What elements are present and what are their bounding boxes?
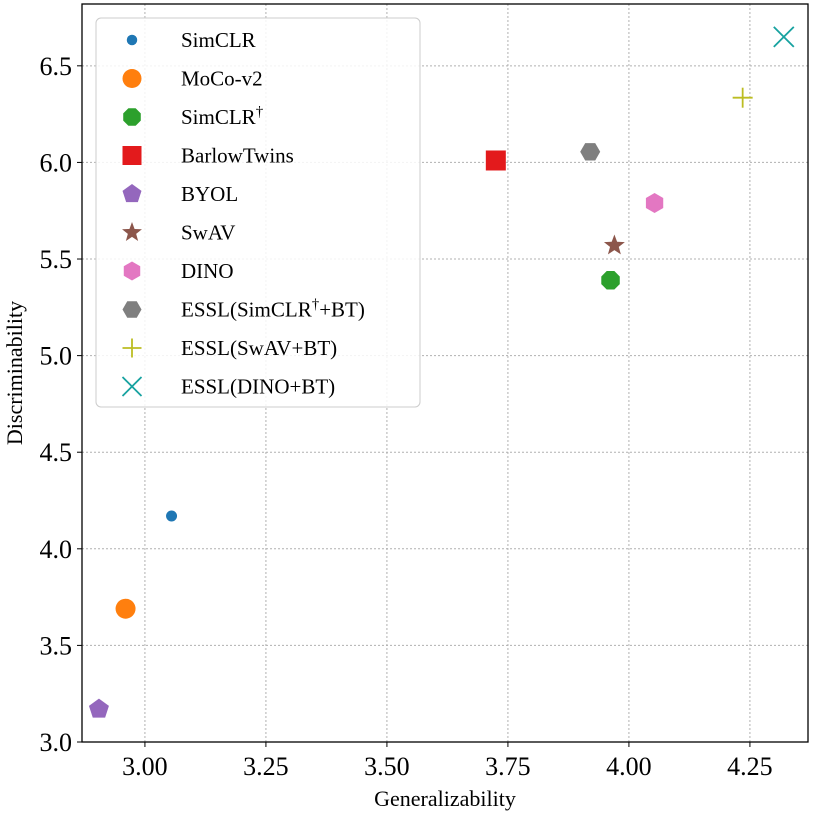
- legend-box: [95, 17, 421, 408]
- legend-label-main: ESSL(DINO+BT): [181, 375, 335, 399]
- x-tick-label: 4.25: [727, 752, 773, 781]
- legend-label-main: MoCo-v2: [181, 67, 263, 91]
- legend-label: SwAV: [181, 221, 235, 245]
- legend-label-sup: †: [312, 297, 320, 313]
- x-tick-label: 4.00: [606, 752, 652, 781]
- legend-marker-essl-swav-bt: [122, 338, 142, 358]
- legend-label: ESSL(DINO+BT): [181, 375, 335, 399]
- legend-label: DINO: [181, 259, 234, 283]
- legend-label-tail: +BT): [319, 298, 365, 322]
- point-simclr: [166, 510, 178, 522]
- legend-marker-simclr: [126, 34, 138, 46]
- legend-marker-essl-dino-bt: [121, 376, 143, 397]
- legend-item-simclr: SimCLR†: [123, 104, 264, 129]
- legend-label-main: BYOL: [181, 182, 238, 206]
- y-tick-label: 6.5: [40, 52, 73, 81]
- legend-item-barlowtwins: BarlowTwins: [122, 144, 294, 168]
- legend-item-essl-dino-bt: ESSL(DINO+BT): [121, 375, 335, 399]
- point-essl-dino-bt: [773, 26, 795, 48]
- legend-item-byol: BYOL: [122, 182, 238, 206]
- legend-item-simclr: SimCLR: [126, 28, 256, 52]
- legend-label-main: DINO: [181, 259, 234, 283]
- legend-marker-byol: [122, 184, 142, 203]
- legend-label: MoCo-v2: [181, 67, 263, 91]
- legend-label-sup: †: [256, 104, 264, 120]
- x-tick-label: 3.75: [485, 752, 531, 781]
- legend-marker-barlowtwins: [122, 146, 142, 165]
- legend-label: BYOL: [181, 182, 238, 206]
- y-axis-label: Discriminability: [2, 301, 27, 445]
- legend-item-swav: SwAV: [122, 221, 235, 245]
- y-tick-label: 4.0: [40, 535, 73, 564]
- axis-ticks: 3.00 3.25 3.50 3.75 4.00 4.25 3.0 3.5 4.0 4.5 5.0 5…: [40, 52, 773, 781]
- y-tick-label: 5.0: [40, 342, 73, 371]
- legend-item-essl-swav-bt: ESSL(SwAV+BT): [122, 336, 337, 360]
- point-essl-swav-bt: [732, 87, 753, 108]
- legend-marker-essl-simclr-bt: [122, 301, 142, 318]
- point-byol: [88, 698, 109, 718]
- y-tick-label: 3.0: [40, 728, 73, 757]
- legend-marker-swav: [122, 222, 142, 241]
- point-dino: [645, 192, 664, 213]
- legend-label: SimCLR†: [181, 104, 264, 129]
- x-axis-label: Generalizability: [374, 786, 516, 811]
- legend-label: BarlowTwins: [181, 144, 294, 168]
- point-swav: [603, 234, 625, 255]
- point-simclr: [601, 271, 620, 290]
- legend-label-main: SwAV: [181, 221, 235, 245]
- legend-label-main: SimCLR: [181, 105, 256, 129]
- x-tick-label: 3.50: [364, 752, 410, 781]
- x-stroke: [773, 26, 795, 48]
- y-tick-label: 4.5: [40, 438, 73, 467]
- plot-frame: [81, 3, 809, 743]
- x-tick-label: 3.25: [243, 752, 289, 781]
- legend-label-main: SimCLR: [181, 28, 256, 52]
- legend-label-main: ESSL(SwAV+BT): [181, 336, 337, 360]
- legend-label-main: ESSL(SimCLR: [181, 298, 312, 322]
- legend-label: ESSL(SwAV+BT): [181, 336, 337, 360]
- legend-label: SimCLR: [181, 28, 256, 52]
- legend-item-essl-simclr-bt: ESSL(SimCLR†+BT): [122, 297, 365, 322]
- legend-label: ESSL(SimCLR†+BT): [181, 297, 365, 322]
- legend-marker-dino: [123, 261, 141, 281]
- point-moco-v2: [115, 598, 136, 619]
- point-barlowtwins: [485, 150, 506, 171]
- legend-marker-moco-v2: [122, 69, 142, 88]
- data-points: [88, 26, 795, 718]
- x-stroke: [121, 376, 143, 397]
- legend-marker-simclr: [123, 108, 141, 126]
- legend-item-moco-v2: MoCo-v2: [122, 67, 263, 91]
- legend: SimCLRMoCo-v2SimCLR†BarlowTwinsBYOLSwAVD…: [95, 17, 421, 408]
- point-essl-simclr-bt: [580, 143, 601, 161]
- y-tick-label: 5.5: [40, 245, 73, 274]
- legend-item-dino: DINO: [123, 259, 234, 283]
- legend-label-main: BarlowTwins: [181, 144, 294, 168]
- y-tick-label: 3.5: [40, 631, 73, 660]
- y-tick-label: 6.0: [40, 148, 73, 177]
- x-tick-label: 3.00: [122, 752, 168, 781]
